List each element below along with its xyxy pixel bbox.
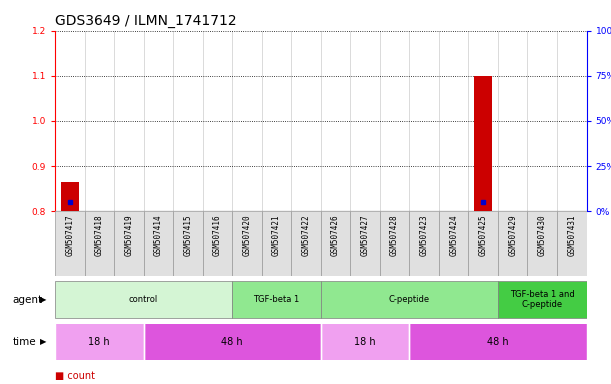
Bar — [409, 211, 439, 276]
Bar — [321, 324, 409, 360]
Bar — [469, 211, 498, 276]
Bar — [409, 324, 587, 360]
Bar — [55, 211, 84, 276]
Text: control: control — [129, 295, 158, 304]
Bar — [350, 211, 380, 276]
Text: agent: agent — [12, 295, 42, 305]
Text: GSM507427: GSM507427 — [360, 214, 370, 256]
Text: 48 h: 48 h — [221, 337, 243, 347]
Bar — [557, 211, 587, 276]
Text: 48 h: 48 h — [487, 337, 509, 347]
Bar — [84, 211, 114, 276]
Bar — [498, 211, 527, 276]
Text: GSM507431: GSM507431 — [567, 214, 576, 256]
Text: GSM507430: GSM507430 — [538, 214, 547, 256]
Text: GSM507414: GSM507414 — [154, 214, 163, 256]
Text: GSM507422: GSM507422 — [301, 214, 310, 256]
Bar — [527, 211, 557, 276]
Text: GDS3649 / ILMN_1741712: GDS3649 / ILMN_1741712 — [55, 14, 236, 28]
Bar — [474, 76, 492, 211]
Bar — [232, 281, 321, 318]
Text: TGF-beta 1 and
C-peptide: TGF-beta 1 and C-peptide — [510, 290, 574, 309]
Bar — [380, 211, 409, 276]
Text: C-peptide: C-peptide — [389, 295, 430, 304]
Text: 18 h: 18 h — [354, 337, 376, 347]
Text: GSM507420: GSM507420 — [243, 214, 252, 256]
Text: GSM507428: GSM507428 — [390, 214, 399, 256]
Bar — [321, 281, 498, 318]
Bar — [55, 281, 232, 318]
Text: GSM507419: GSM507419 — [124, 214, 133, 256]
Bar — [55, 324, 144, 360]
Text: GSM507418: GSM507418 — [95, 214, 104, 256]
Bar — [144, 324, 321, 360]
Bar — [262, 211, 291, 276]
Bar — [291, 211, 321, 276]
Bar — [144, 211, 173, 276]
Bar — [61, 182, 79, 211]
Text: ■ count: ■ count — [55, 371, 95, 381]
Text: GSM507416: GSM507416 — [213, 214, 222, 256]
Text: ▶: ▶ — [40, 295, 46, 304]
Text: GSM507429: GSM507429 — [508, 214, 518, 256]
Text: GSM507421: GSM507421 — [272, 214, 281, 256]
Bar — [498, 281, 587, 318]
Text: time: time — [12, 337, 36, 347]
Bar — [114, 211, 144, 276]
Bar — [173, 211, 203, 276]
Text: GSM507423: GSM507423 — [420, 214, 429, 256]
Text: ▶: ▶ — [40, 337, 46, 346]
Text: 18 h: 18 h — [89, 337, 110, 347]
Bar — [439, 211, 469, 276]
Text: GSM507426: GSM507426 — [331, 214, 340, 256]
Text: GSM507425: GSM507425 — [478, 214, 488, 256]
Text: GSM507415: GSM507415 — [183, 214, 192, 256]
Bar — [321, 211, 350, 276]
Text: GSM507417: GSM507417 — [65, 214, 75, 256]
Bar — [232, 211, 262, 276]
Bar — [203, 211, 232, 276]
Text: TGF-beta 1: TGF-beta 1 — [254, 295, 299, 304]
Text: GSM507424: GSM507424 — [449, 214, 458, 256]
